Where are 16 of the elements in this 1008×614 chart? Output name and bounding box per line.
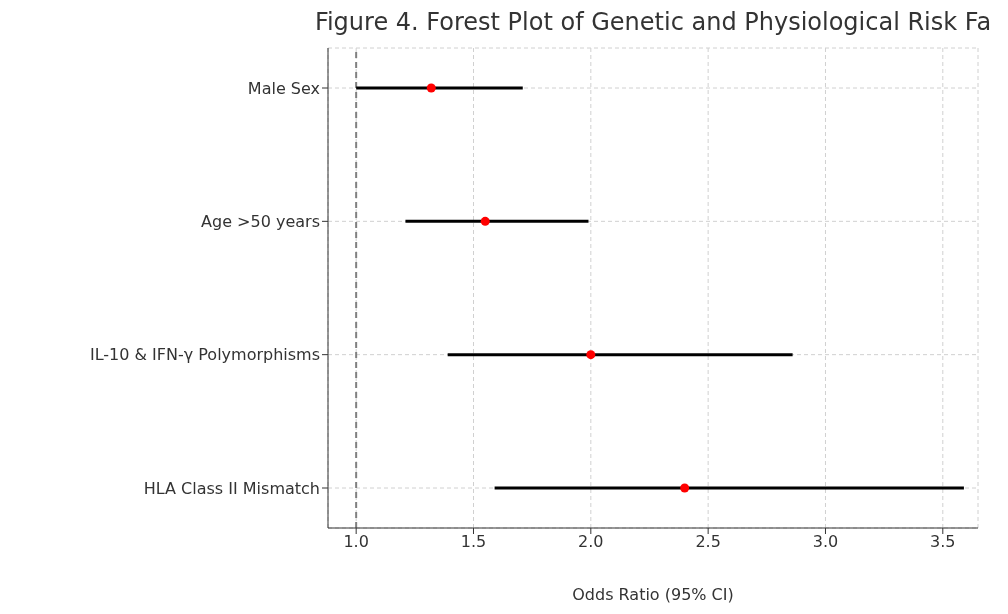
chart-title: Figure 4. Forest Plot of Genetic and Physiological Risk Fa — [313, 8, 993, 38]
y-tick-label: Age >50 years — [201, 212, 320, 232]
y-tick-label: IL-10 & IFN-γ Polymorphisms — [89, 345, 320, 365]
x-axis-title: Odds Ratio (95% CI) — [572, 585, 734, 604]
point — [680, 483, 690, 493]
x-tick-label: 2.5 — [695, 532, 721, 552]
y-tick-label: HLA Class II Mismatch — [143, 478, 320, 498]
point — [480, 216, 490, 226]
x-tick-label: 1.0 — [343, 532, 369, 552]
x-tick-label: 3.5 — [930, 532, 956, 552]
x-tick-label: 1.5 — [460, 532, 487, 552]
x-tick-label: 3.0 — [812, 532, 839, 552]
x-tick-label: 2.0 — [578, 532, 604, 552]
y-tick-label: Male Sex — [247, 78, 320, 98]
point — [426, 83, 436, 93]
point — [586, 350, 596, 360]
